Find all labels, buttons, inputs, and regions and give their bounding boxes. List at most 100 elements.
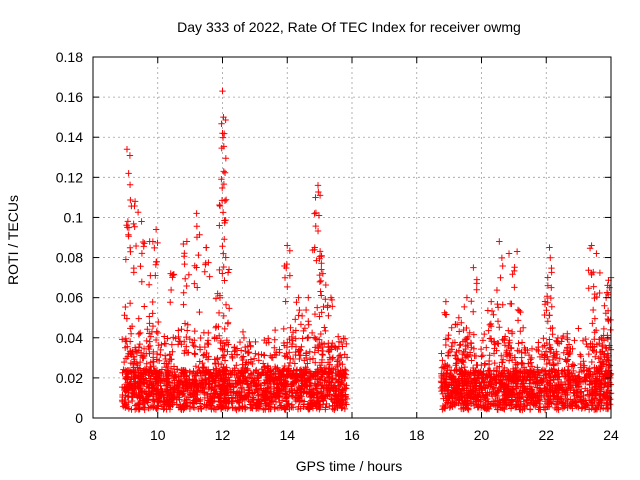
data-point [495,340,502,347]
data-point [490,398,497,405]
data-point [150,396,158,403]
data-point [315,347,322,354]
data-point [237,392,245,400]
data-point [534,364,541,371]
data-point [475,404,482,411]
data-point [171,368,178,376]
data-point [531,400,538,407]
data-point [550,374,557,381]
data-point [550,389,558,397]
data-point [582,385,589,392]
data-point [255,357,262,364]
data-point [469,387,476,394]
data-point [284,353,291,361]
data-point [183,349,191,356]
data-point [526,395,534,403]
data-point [327,395,335,402]
data-point [215,332,223,339]
data-point [518,339,526,346]
data-point [141,240,148,247]
data-point [507,352,514,359]
data-point [515,340,522,347]
data-point [226,388,234,396]
data-point [514,347,521,354]
data-point [219,387,227,395]
data-point [130,369,138,376]
data-point [324,302,332,309]
data-point [170,382,178,390]
data-point [187,391,195,399]
data-point [243,380,251,388]
data-point [490,384,497,391]
data-point [481,330,488,338]
data-point [343,340,350,348]
data-point [517,328,524,335]
data-point [564,330,571,337]
data-point [176,380,184,388]
data-point [541,342,548,349]
data-point [318,309,325,316]
data-point [564,345,571,352]
data-point [577,353,585,360]
data-point [517,368,524,376]
data-point [319,367,326,374]
data-point [237,347,245,354]
data-point [600,325,608,333]
data-point [551,369,559,376]
data-point [181,260,188,268]
data-point [260,396,268,403]
y-tick-label: 0.18 [56,49,83,65]
data-point [544,318,552,325]
data-point [536,406,544,413]
data-point [461,380,469,388]
data-point [439,390,447,398]
data-point [470,345,478,352]
data-point [565,350,573,357]
data-point [511,284,518,291]
data-point [477,383,485,390]
data-point [249,360,256,368]
data-point [589,340,596,348]
x-tick-label: 14 [279,427,295,443]
data-point [176,384,183,391]
data-point [194,284,201,291]
data-point [541,367,549,374]
data-point [485,361,493,368]
data-point [498,369,505,377]
data-point [221,169,229,177]
data-point [580,364,587,371]
data-point [439,357,446,364]
data-point [233,362,240,369]
data-point [576,375,583,382]
data-point [283,260,291,268]
data-point [250,396,258,404]
data-point [215,309,223,317]
data-point [239,328,247,336]
data-point [225,266,233,273]
data-point [175,377,182,384]
data-point [560,349,568,356]
data-point [474,361,481,369]
data-point [226,305,233,312]
data-point [143,337,150,345]
data-point [488,390,495,397]
data-point [261,352,268,359]
data-point [580,391,587,399]
data-point [335,343,343,350]
data-point [560,398,567,406]
data-point [296,384,303,392]
data-point [200,385,208,392]
data-point [510,391,518,398]
data-point [521,405,528,412]
data-point [512,393,519,401]
points-layer [118,87,615,414]
data-point [239,361,246,368]
data-point [286,359,294,367]
data-point [596,336,603,343]
data-point [146,330,153,337]
data-point [258,385,265,392]
data-point [508,378,515,386]
data-point [311,246,318,253]
data-point [526,406,534,413]
data-point [191,343,199,350]
